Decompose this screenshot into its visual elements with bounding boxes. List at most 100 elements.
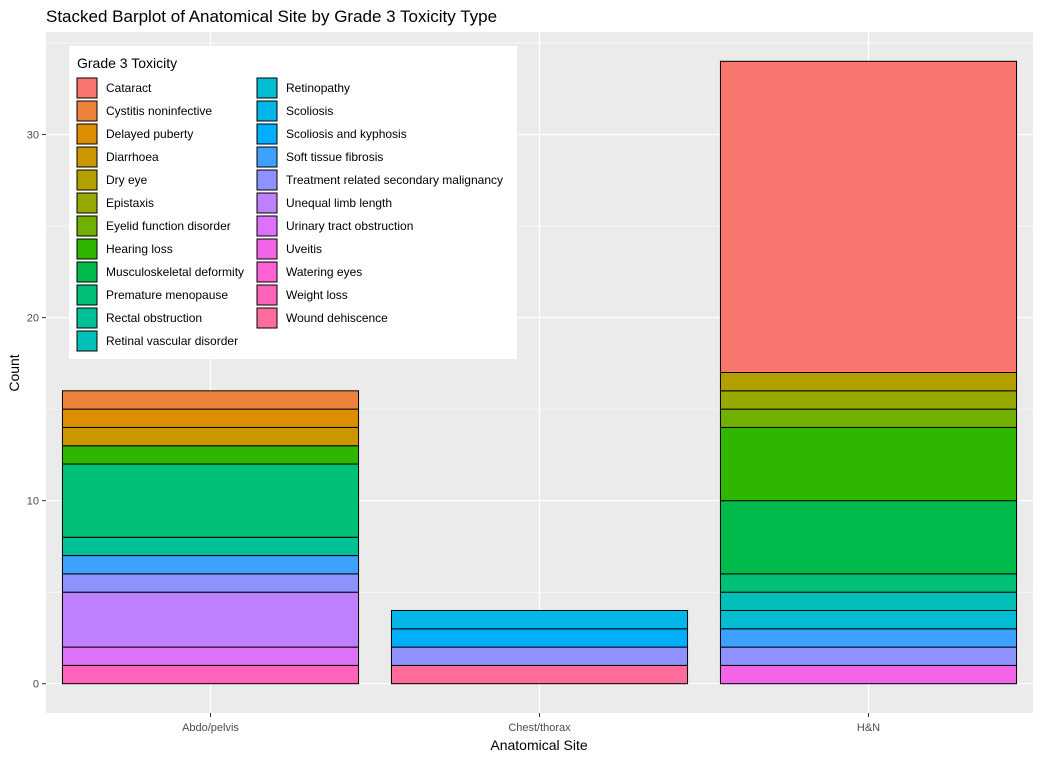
legend-key [76,307,98,329]
legend-background [69,46,517,359]
legend-item: Unequal limb length [256,192,392,214]
bar-segment [61,591,360,648]
legend-key [256,261,278,283]
legend-label: Scoliosis and kyphosis [286,127,407,141]
y-tick-label: 30 [27,130,39,142]
legend-key [76,330,98,352]
bar-segment [719,646,1018,666]
legend-key [256,284,278,306]
legend-label: Treatment related secondary malignancy [286,173,503,187]
legend-item: Treatment related secondary malignancy [256,169,503,191]
legend-key [76,238,98,260]
legend-label: Weight loss [286,288,348,302]
bar-segment [719,426,1018,502]
legend-item: Uveitis [256,238,322,260]
bar-segment [719,609,1018,630]
legend-label: Rectal obstruction [106,311,202,325]
bar-segment [390,628,689,648]
legend-label: Urinary tract obstruction [286,219,413,233]
legend-label: Musculoskeletal deformity [106,265,244,279]
legend-label: Watering eyes [286,265,362,279]
legend-key [76,192,98,214]
bar-segment [390,664,689,685]
legend-item: Cataract [76,77,152,99]
legend: Grade 3 Toxicity Cataract Cystitis noninf… [69,46,517,359]
legend-key [76,123,98,145]
bar-segment [719,408,1018,428]
bar-segment [719,390,1018,410]
legend-item: Scoliosis and kyphosis [256,123,407,145]
x-axis: Abdo/pelvis Chest/thorax H&N [182,713,880,734]
y-tick-label: 20 [27,313,39,325]
legend-key [76,215,98,237]
bar-segment [61,426,360,447]
legend-item: Urinary tract obstruction [256,215,413,237]
x-axis-title: Anatomical Site [490,737,587,753]
bar-segment [719,591,1018,611]
legend-label: Soft tissue fibrosis [286,150,383,164]
legend-label: Premature menopause [106,288,228,302]
legend-label: Wound dehiscence [286,311,388,325]
legend-key [256,100,278,122]
legend-key [256,238,278,260]
y-axis-title: Count [6,354,22,391]
legend-label: Diarrhoea [106,150,159,164]
legend-item: Musculoskeletal deformity [76,261,244,283]
legend-key [256,77,278,99]
y-tick-label: 10 [27,496,39,508]
chart-title: Stacked Barplot of Anatomical Site by Gr… [46,7,497,26]
legend-item: Wound dehiscence [256,307,388,329]
x-tick-label: H&N [857,722,880,734]
bar-segment [719,372,1018,392]
x-tick-label: Abdo/pelvis [182,722,239,734]
bar-segment [719,664,1018,685]
legend-key [76,169,98,191]
legend-label: Hearing loss [106,242,173,256]
legend-key [256,169,278,191]
legend-label: Eyelid function disorder [106,219,231,233]
legend-label: Scoliosis [286,104,333,118]
y-axis: 0 10 20 30 [27,130,46,691]
bar-segment [61,573,360,593]
legend-key [76,284,98,306]
legend-item: Diarrhoea [76,146,159,168]
legend-label: Retinopathy [286,81,350,95]
legend-label: Unequal limb length [286,196,392,210]
legend-item: Eyelid function disorder [76,215,231,237]
bar-segment [61,555,360,575]
bar-segment [390,646,689,666]
legend-item: Premature menopause [76,284,228,306]
legend-item: Scoliosis [256,100,333,122]
legend-item: Delayed puberty [76,123,193,145]
legend-label: Cystitis noninfective [106,104,212,118]
legend-item: Rectal obstruction [76,307,202,329]
bar-segment [719,500,1018,575]
legend-item: Retinal vascular disorder [76,330,238,352]
legend-label: Uveitis [286,242,322,256]
legend-key [256,146,278,168]
bar-segment [719,573,1018,593]
legend-item: Weight loss [256,284,348,306]
bar-segment [61,646,360,666]
legend-key [256,215,278,237]
legend-label: Epistaxis [106,196,154,210]
legend-item: Cystitis noninfective [76,100,212,122]
bar-segment [61,463,360,538]
bar-segment [61,390,360,410]
legend-label: Cataract [106,81,152,95]
legend-label: Retinal vascular disorder [106,334,238,348]
y-tick-label: 0 [33,679,39,691]
legend-label: Dry eye [106,173,148,187]
legend-item: Watering eyes [256,261,362,283]
bars [61,60,1018,685]
legend-item: Retinopathy [256,77,350,99]
legend-key [256,307,278,329]
legend-item: Epistaxis [76,192,154,214]
legend-key [76,261,98,283]
legend-item: Soft tissue fibrosis [256,146,383,168]
bar-segment [61,445,360,465]
legend-item: Hearing loss [76,238,173,260]
legend-key [76,146,98,168]
